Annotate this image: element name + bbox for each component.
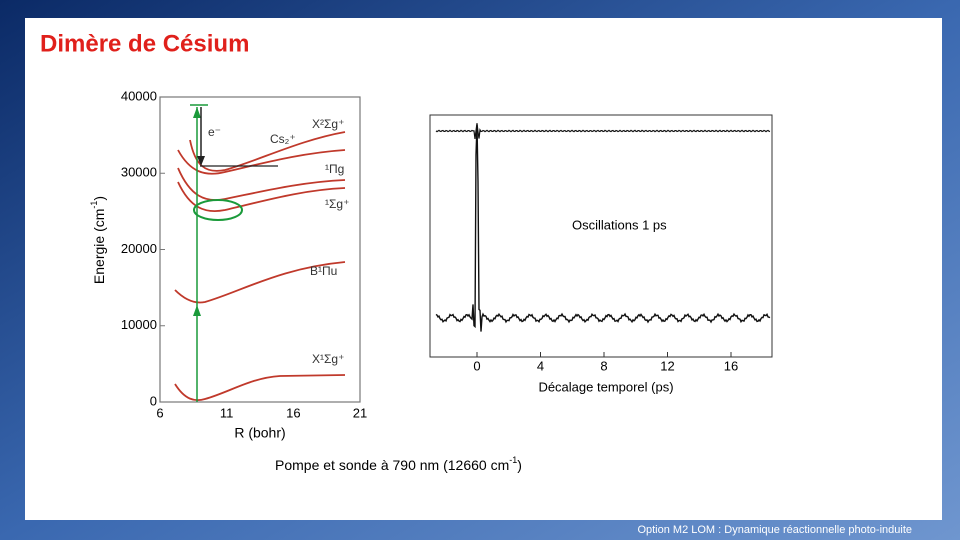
x-tick-label: 0: [473, 358, 480, 373]
plot-frame: [429, 114, 773, 358]
signal-trace: [435, 123, 771, 139]
state-label: B¹Πu: [310, 264, 337, 278]
caption: Pompe et sonde à 790 nm (12660 cm-1): [275, 455, 522, 472]
energy-diagram: Energie (cm-1) R (bohr) 0 10000 20000 30000…: [89, 88, 367, 440]
arrow-head: [197, 156, 205, 166]
curve: [189, 131, 346, 172]
y-tick-label: 20000: [121, 241, 157, 256]
curve: [174, 374, 346, 402]
curve: [174, 261, 346, 304]
footer: Option M2 LOM : Dynamique réactionnelle …: [637, 524, 912, 536]
label-part: Energie (cm: [91, 209, 107, 284]
x-tick-label: 16: [724, 358, 738, 373]
slide-title: Dimère de Césium: [40, 30, 249, 57]
label-part: -1: [89, 201, 99, 209]
content-panel: [25, 18, 942, 520]
state-label: X²Σg⁺: [312, 117, 344, 131]
x-tick-label: 12: [660, 358, 674, 373]
caption-part: Pompe et sonde à 790 nm (12660 cm: [275, 457, 509, 473]
x-axis-label: R (bohr): [234, 425, 285, 441]
x-axis-label: Décalage temporel (ps): [538, 379, 673, 394]
highlight-ellipse: [193, 199, 243, 221]
curve: [177, 149, 346, 175]
x-tick-label: 4: [537, 358, 544, 373]
curve: [177, 181, 346, 212]
y-axis-label: Energie (cm-1): [89, 196, 106, 284]
x-tick-label: 16: [286, 405, 300, 420]
x-tick-label: 21: [353, 405, 367, 420]
x-tick-label: 8: [600, 358, 607, 373]
caption-part: -1: [509, 455, 517, 465]
pump-probe-plot: Oscillations 1 ps Décalage temporel (ps)…: [429, 114, 773, 394]
annotation: Oscillations 1 ps: [572, 217, 667, 232]
y-tick-label: 0: [150, 393, 157, 408]
y-tick-label: 40000: [121, 88, 157, 103]
y-tick-label: 10000: [121, 317, 157, 332]
signal-trace: [435, 124, 771, 332]
state-label: ¹Σg⁺: [325, 197, 349, 211]
state-label: X¹Σg⁺: [312, 352, 344, 366]
potential-curves: [174, 131, 346, 402]
x-tick-label: 11: [220, 405, 234, 420]
label-part: ): [91, 196, 107, 201]
x-tick-label: 6: [156, 405, 163, 420]
state-label: e⁻: [208, 125, 221, 139]
curve: [177, 167, 346, 201]
y-tick-label: 30000: [121, 165, 157, 180]
caption-part: ): [517, 457, 522, 473]
state-label: Cs₂⁺: [270, 132, 296, 146]
state-label: ¹Πg: [325, 162, 344, 176]
